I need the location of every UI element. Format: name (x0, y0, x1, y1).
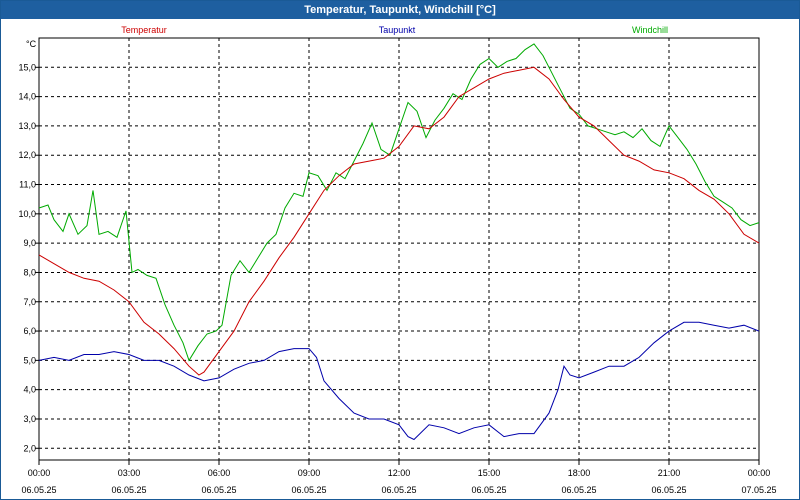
legend-taupunkt: Taupunkt (379, 25, 416, 35)
x-tick-date: 07.05.25 (741, 485, 776, 495)
y-tick-label: 2,0 (23, 443, 36, 453)
series-line-taupunkt (38, 321, 760, 441)
y-tick-label: 3,0 (23, 414, 36, 424)
y-tick-label: 10,0 (18, 209, 36, 219)
series-line-windchill (38, 43, 760, 362)
y-tick-label: 6,0 (23, 326, 36, 336)
x-tick-date: 06.05.25 (21, 485, 56, 495)
window-title: Temperatur, Taupunkt, Windchill [°C] (1, 1, 799, 19)
x-tick-date: 06.05.25 (651, 485, 686, 495)
x-tick-date: 06.05.25 (201, 485, 236, 495)
y-tick-label: 15,0 (18, 62, 36, 72)
x-tick-time: 00:00 (748, 468, 771, 478)
y-tick-label: 11,0 (19, 180, 36, 190)
legend-temperatur: Temperatur (121, 25, 167, 35)
y-tick-label: 12,0 (18, 150, 36, 160)
x-tick-time: 09:00 (298, 468, 321, 478)
x-tick-time: 18:00 (568, 468, 591, 478)
y-tick-label: 5,0 (23, 355, 36, 365)
x-tick-date: 06.05.25 (561, 485, 596, 495)
x-tick-time: 06:00 (208, 468, 231, 478)
x-tick-time: 15:00 (478, 468, 501, 478)
x-tick-time: 03:00 (118, 468, 141, 478)
x-tick-date: 06.05.25 (291, 485, 326, 495)
x-tick-time: 12:00 (388, 468, 411, 478)
x-tick-time: 21:00 (658, 468, 681, 478)
x-tick-time: 00:00 (28, 468, 51, 478)
x-tick-date: 06.05.25 (111, 485, 146, 495)
y-tick-label: 13,0 (18, 121, 36, 131)
y-tick-label: 4,0 (23, 385, 36, 395)
y-tick-label: 8,0 (23, 267, 36, 277)
y-axis-unit: °C (26, 39, 37, 49)
series-line-temperatur (38, 66, 760, 376)
x-tick-date: 06.05.25 (471, 485, 506, 495)
y-tick-label: 7,0 (23, 297, 36, 307)
x-tick-date: 06.05.25 (381, 485, 416, 495)
legend-windchill: Windchill (632, 25, 668, 35)
y-tick-label: 9,0 (23, 238, 36, 248)
y-tick-label: 14,0 (18, 92, 36, 102)
